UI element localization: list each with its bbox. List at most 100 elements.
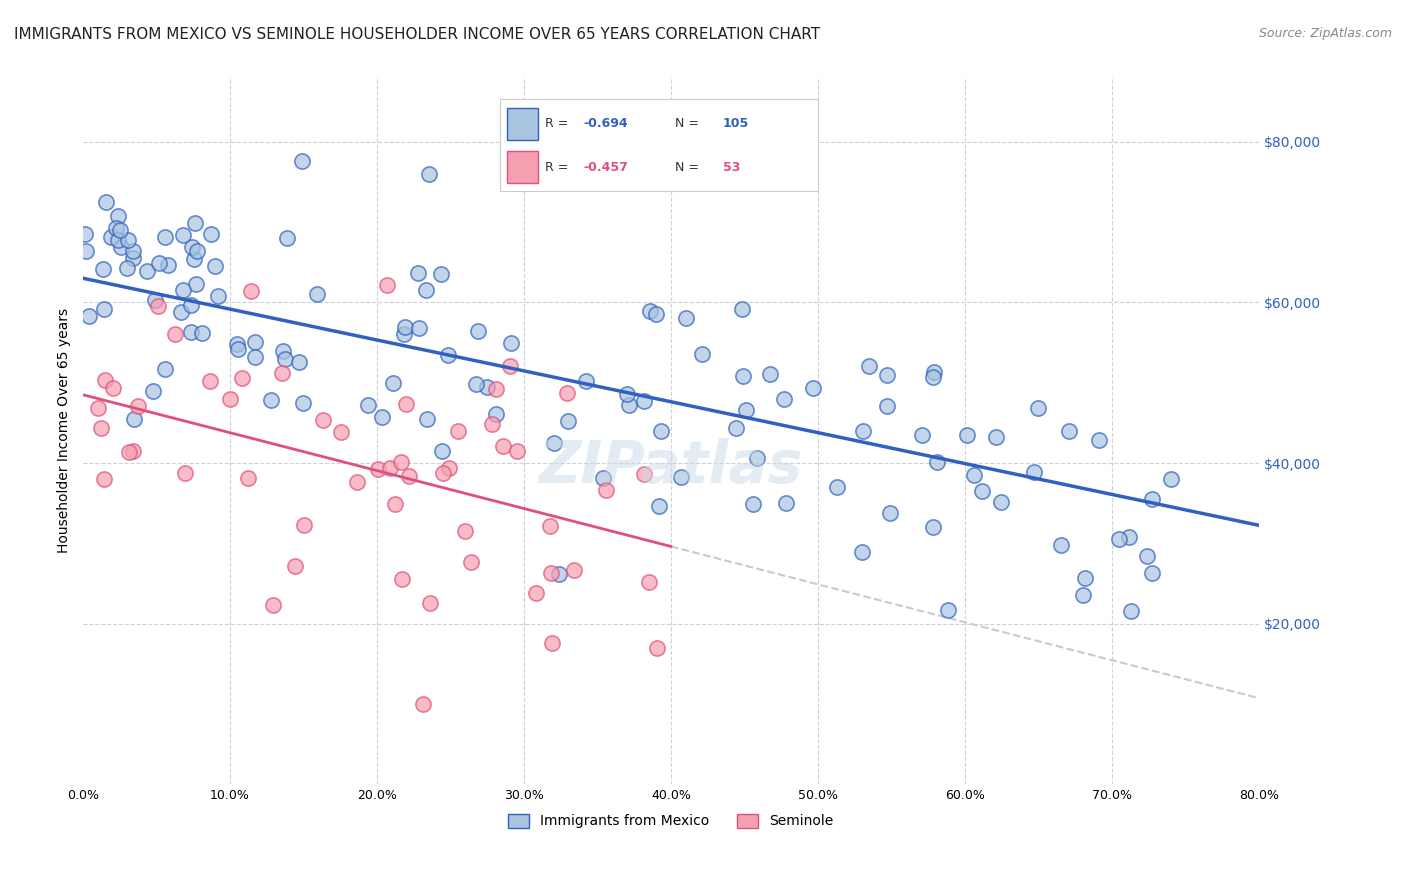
Point	[633, 393, 655, 408]
Point	[1074, 571, 1097, 585]
Point	[465, 377, 488, 392]
Point	[548, 567, 571, 582]
Point	[436, 348, 458, 362]
Point	[122, 412, 145, 426]
Point	[669, 469, 692, 483]
Point	[938, 603, 960, 617]
Point	[180, 298, 202, 312]
Point	[1088, 433, 1111, 447]
Text: IMMIGRANTS FROM MEXICO VS SEMINOLE HOUSEHOLDER INCOME OVER 65 YEARS CORRELATION : IMMIGRANTS FROM MEXICO VS SEMINOLE HOUSE…	[14, 27, 820, 42]
Point	[122, 443, 145, 458]
Point	[127, 399, 149, 413]
Point	[963, 467, 986, 482]
Point	[346, 475, 368, 489]
Point	[291, 154, 314, 169]
Point	[389, 455, 412, 469]
Point	[927, 455, 949, 469]
Point	[90, 421, 112, 435]
Point	[876, 368, 898, 382]
Point	[103, 381, 125, 395]
Point	[575, 374, 598, 388]
Point	[371, 410, 394, 425]
Legend: Immigrants from Mexico, Seminole: Immigrants from Mexico, Seminole	[503, 808, 839, 834]
Point	[1024, 465, 1046, 479]
Point	[204, 259, 226, 273]
Point	[381, 376, 404, 390]
Point	[100, 230, 122, 244]
Point	[481, 417, 503, 431]
Point	[675, 311, 697, 326]
Point	[467, 324, 489, 338]
Point	[186, 244, 208, 258]
Point	[148, 256, 170, 270]
Point	[172, 283, 194, 297]
Point	[650, 425, 672, 439]
Point	[105, 221, 128, 235]
Point	[305, 286, 328, 301]
Point	[391, 572, 413, 586]
Point	[1160, 472, 1182, 486]
Point	[243, 351, 266, 365]
Point	[186, 277, 208, 291]
Point	[922, 365, 945, 379]
Point	[142, 384, 165, 399]
Point	[921, 520, 943, 534]
Point	[524, 585, 547, 599]
Point	[538, 518, 561, 533]
Point	[225, 337, 247, 351]
Point	[876, 400, 898, 414]
Point	[73, 227, 96, 241]
Point	[1059, 424, 1081, 438]
Point	[731, 369, 754, 384]
Point	[645, 640, 668, 655]
Point	[485, 382, 508, 396]
Point	[851, 545, 873, 559]
Point	[274, 352, 297, 367]
Point	[378, 461, 401, 475]
Point	[419, 596, 441, 610]
Point	[219, 392, 242, 407]
Point	[207, 289, 229, 303]
Point	[1118, 530, 1140, 544]
Point	[191, 326, 214, 341]
Point	[94, 374, 117, 388]
Point	[557, 414, 579, 428]
Point	[418, 167, 440, 181]
Point	[93, 302, 115, 317]
Point	[143, 293, 166, 307]
Point	[485, 407, 508, 421]
Point	[392, 327, 415, 342]
Point	[156, 258, 179, 272]
Point	[415, 411, 437, 425]
Point	[231, 371, 253, 385]
Point	[616, 387, 638, 401]
Point	[724, 420, 747, 434]
Point	[447, 424, 470, 438]
Point	[690, 347, 713, 361]
Point	[173, 466, 195, 480]
Point	[94, 194, 117, 209]
Point	[970, 483, 993, 498]
Point	[276, 230, 298, 244]
Point	[759, 368, 782, 382]
Point	[384, 496, 406, 510]
Point	[564, 563, 586, 577]
Point	[107, 209, 129, 223]
Point	[437, 461, 460, 475]
Point	[734, 403, 756, 417]
Point	[430, 443, 453, 458]
Point	[555, 386, 578, 401]
Point	[1119, 604, 1142, 618]
Point	[408, 266, 430, 280]
Point	[645, 307, 668, 321]
Point	[617, 398, 640, 412]
Point	[990, 495, 1012, 509]
Point	[852, 424, 875, 438]
Point	[454, 524, 477, 538]
Point	[198, 374, 221, 388]
Point	[284, 559, 307, 574]
Point	[506, 444, 529, 458]
Point	[1140, 566, 1163, 580]
Point	[499, 359, 522, 373]
Point	[375, 278, 398, 293]
